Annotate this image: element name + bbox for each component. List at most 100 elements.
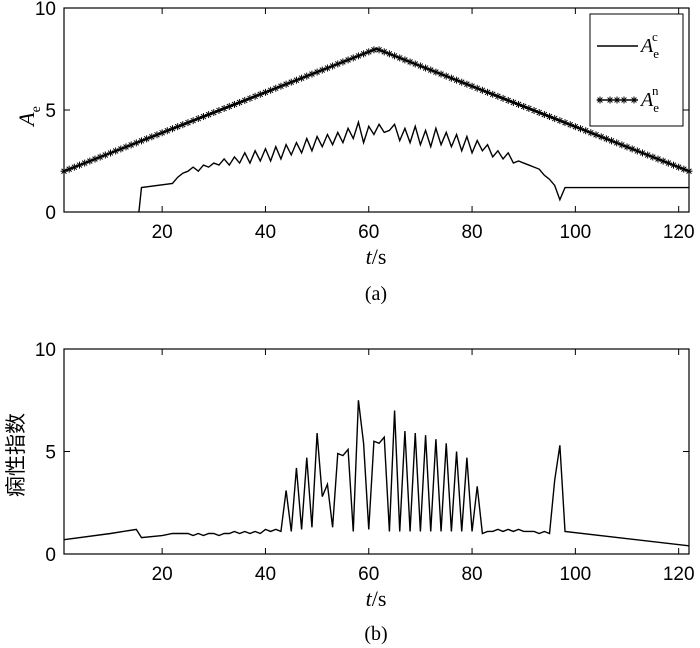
star-marker [422,64,430,72]
star-marker [91,155,99,163]
caption-b: (b) [364,623,387,645]
series-a [60,46,693,213]
ylabel-a: Ae [14,106,44,128]
star-marker [163,127,171,135]
star-marker [75,161,83,169]
star-marker [277,82,285,90]
star-marker [670,161,678,169]
star-marker [308,70,316,78]
x-tick-label: 20 [152,222,173,243]
star-marker [174,123,182,131]
star-marker [391,52,399,60]
star-marker [587,129,595,137]
star-marker [582,127,590,135]
legend-an-main: A [639,89,654,111]
star-marker [158,129,166,137]
star-marker [556,117,564,125]
star-marker [210,109,218,117]
star-marker [246,94,254,102]
star-marker [608,137,616,145]
legend-ac-sup: c [652,29,658,44]
star-marker [432,68,440,76]
ylabel-b: 痫性指数 [4,413,28,497]
star-marker [101,151,109,159]
star-marker [81,159,89,167]
star-marker [298,74,306,82]
star-marker [628,145,636,153]
star-marker [106,149,114,157]
star-marker [329,62,337,70]
star-marker [561,119,569,127]
star-marker [613,139,621,147]
star-marker [143,135,151,143]
xlabel-a: t/s [366,244,387,269]
star-marker [654,155,662,163]
star-marker [494,92,502,100]
star-marker [447,74,455,82]
x-tick-label: 80 [461,222,482,243]
legend-star [620,96,628,104]
star-marker [153,131,161,139]
star-marker [385,50,393,58]
series-line-b-0 [63,400,690,547]
star-marker [644,151,652,159]
star-marker [437,70,445,78]
y-tick-label: 0 [45,203,56,224]
ticks-a: 20 40 60 80 100 120 0 5 10 [35,0,695,243]
y-tick-label: 5 [45,101,56,122]
star-marker [546,113,554,121]
star-marker [184,119,192,127]
star-marker [623,143,631,151]
star-marker [535,109,543,117]
star-marker [499,94,507,102]
star-marker [489,90,497,98]
star-marker [416,62,424,70]
star-marker [65,165,73,173]
star-marker [463,80,471,88]
legend-star [606,96,614,104]
star-marker [215,107,223,115]
star-marker [282,80,290,88]
x-tick-label: 80 [461,564,482,585]
star-marker [70,163,78,171]
star-marker [551,115,559,123]
star-marker [602,135,610,143]
star-marker [649,153,657,161]
star-marker [571,123,579,131]
ticks-b: 20 40 60 80 100 120 0 5 10 [35,340,695,585]
star-marker [577,125,585,133]
star-marker [334,60,342,68]
star-marker [680,165,688,173]
star-marker [675,163,683,171]
legend: Aec Aen [589,13,684,127]
star-marker [566,121,574,129]
star-marker [453,76,461,84]
legend-an-sub: e [653,100,659,115]
star-marker [168,125,176,133]
star-marker [473,84,481,92]
star-marker [515,100,523,108]
star-marker [380,48,388,56]
y-tick-label: 5 [45,443,56,464]
star-marker [220,104,228,112]
star-marker [205,111,213,119]
star-marker [365,48,373,56]
star-marker [132,139,140,147]
x-tick-label: 60 [358,564,379,585]
star-marker [478,86,486,94]
star-marker [272,84,280,92]
star-marker [230,100,238,108]
star-marker [411,60,419,68]
legend-star [596,96,604,104]
star-marker [86,157,94,165]
star-marker [241,96,249,104]
x-tick-label: 20 [152,564,173,585]
star-marker [639,149,647,157]
star-marker [127,141,135,149]
xlabel-b: t/s [366,586,387,611]
plot-frame-b [63,348,690,555]
star-marker [504,96,512,104]
star-marker [520,102,528,110]
